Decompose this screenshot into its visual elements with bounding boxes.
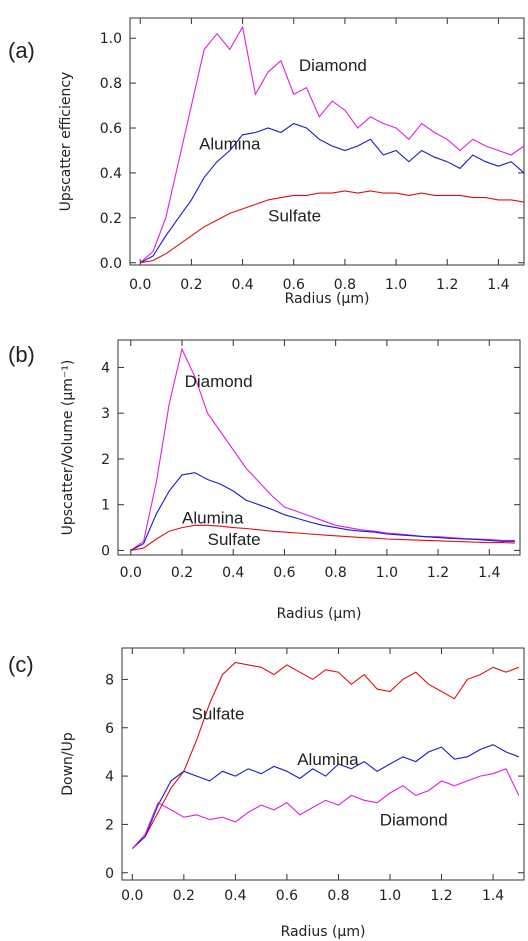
panel-label: (a) bbox=[8, 38, 35, 63]
panel-label: (b) bbox=[8, 342, 35, 367]
x-tick-label: 1.4 bbox=[482, 888, 504, 904]
y-tick-label: 2 bbox=[101, 452, 110, 468]
x-axis-label: Radius (μm) bbox=[285, 291, 370, 307]
x-tick-label: 1.0 bbox=[385, 277, 407, 293]
plot-frame bbox=[129, 17, 525, 266]
x-axis-label: Radius (μm) bbox=[277, 606, 362, 622]
x-tick-label: 1.2 bbox=[427, 565, 449, 581]
series-label: Alumina bbox=[297, 750, 359, 769]
y-tick-label: 0 bbox=[101, 543, 110, 559]
x-tick-label: 0.2 bbox=[173, 888, 195, 904]
x-tick-label: 0.2 bbox=[180, 277, 202, 293]
y-tick-label: 8 bbox=[105, 672, 114, 688]
series-label: Sulfate bbox=[268, 207, 321, 226]
series-label: Sulfate bbox=[208, 530, 261, 549]
series-label: Diamond bbox=[299, 56, 367, 75]
x-tick-label: 0.8 bbox=[334, 277, 356, 293]
y-tick-label: 1.0 bbox=[100, 31, 122, 47]
x-tick-label: 1.0 bbox=[379, 888, 401, 904]
y-tick-label: 3 bbox=[101, 406, 110, 422]
y-tick-label: 4 bbox=[101, 360, 110, 376]
panel-label: (c) bbox=[8, 652, 34, 677]
x-tick-label: 0.0 bbox=[129, 277, 151, 293]
x-tick-label: 0.0 bbox=[121, 888, 143, 904]
series-line bbox=[139, 122, 525, 264]
y-tick-label: 2 bbox=[105, 817, 114, 833]
x-tick-label: 0.6 bbox=[283, 277, 305, 293]
y-tick-label: 0.6 bbox=[100, 121, 122, 137]
series-label: Diamond bbox=[185, 372, 253, 391]
x-tick-label: 0.8 bbox=[327, 888, 349, 904]
series-label: Sulfate bbox=[192, 704, 245, 723]
y-axis-label: Upscatter efficiency bbox=[58, 72, 74, 212]
plot-frame bbox=[117, 339, 521, 556]
series-line bbox=[131, 744, 519, 850]
y-tick-label: 0.2 bbox=[100, 211, 122, 227]
y-tick-label: 1 bbox=[101, 498, 110, 514]
y-tick-label: 0.8 bbox=[100, 76, 122, 92]
y-tick-label: 0.4 bbox=[100, 166, 122, 182]
x-tick-label: 1.4 bbox=[487, 277, 509, 293]
series-line bbox=[139, 25, 525, 264]
x-tick-label: 0.6 bbox=[276, 888, 298, 904]
y-axis-label: Upscatter/Volume (μm⁻¹) bbox=[60, 360, 76, 536]
x-tick-label: 0.2 bbox=[171, 565, 193, 581]
y-tick-label: 4 bbox=[105, 769, 114, 785]
series-line bbox=[131, 661, 519, 850]
y-axis-label: Down/Up bbox=[60, 732, 76, 796]
x-tick-label: 0.4 bbox=[231, 277, 253, 293]
x-tick-label: 1.2 bbox=[430, 888, 452, 904]
x-tick-label: 1.2 bbox=[436, 277, 458, 293]
plot-frame bbox=[121, 647, 525, 881]
x-axis-label: Radius (μm) bbox=[281, 924, 366, 940]
x-tick-label: 1.0 bbox=[376, 565, 398, 581]
y-tick-label: 0 bbox=[105, 866, 114, 882]
x-tick-label: 0.8 bbox=[325, 565, 347, 581]
x-tick-label: 1.4 bbox=[478, 565, 500, 581]
series-line bbox=[130, 347, 515, 551]
series-line bbox=[140, 190, 525, 264]
series-label: Alumina bbox=[182, 508, 244, 527]
x-tick-label: 0.6 bbox=[273, 565, 295, 581]
x-tick-label: 0.0 bbox=[120, 565, 142, 581]
x-tick-label: 0.4 bbox=[222, 565, 244, 581]
series-label: Alumina bbox=[199, 135, 261, 154]
series-label: Diamond bbox=[380, 811, 448, 830]
y-tick-label: 6 bbox=[105, 721, 114, 737]
x-tick-label: 0.4 bbox=[224, 888, 246, 904]
series-line bbox=[130, 472, 515, 551]
series-line bbox=[131, 768, 520, 849]
y-tick-label: 0.0 bbox=[100, 256, 122, 272]
series-line bbox=[130, 524, 515, 551]
